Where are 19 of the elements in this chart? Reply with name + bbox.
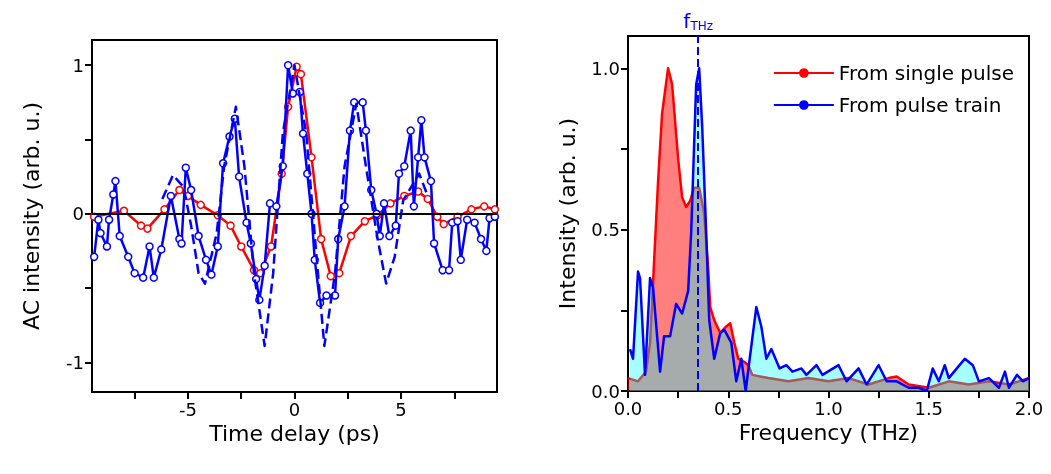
y-tick-label: 0.5 — [591, 219, 620, 241]
y-tick-label: 1.0 — [591, 57, 620, 79]
y-axis-title: AC intensity (arb. u.) — [18, 102, 44, 330]
x-axis-title: Frequency (THz) — [738, 420, 919, 446]
x-tick-label: 0.5 — [713, 397, 743, 419]
y-tick-label: -1 — [66, 351, 84, 373]
x-tick-label: 0 — [288, 398, 301, 420]
y-axis-title: Intensity (arb. u.) — [554, 117, 580, 310]
x-tick-label: 1.5 — [914, 397, 944, 419]
y-tick-label: 0 — [72, 203, 84, 225]
x-tick-label: 1.0 — [814, 397, 843, 419]
legend-label: From single pulse — [838, 61, 1015, 85]
x-tick-label: -5 — [178, 398, 197, 420]
x-tick-label: 5 — [395, 398, 407, 420]
legend-label: From pulse train — [838, 93, 1002, 117]
ref-line-label: fTHz — [683, 9, 714, 33]
y-tick-label: 1 — [72, 54, 84, 76]
x-tick-label: 2.0 — [1014, 397, 1044, 419]
x-axis-title: Time delay (ps) — [208, 421, 380, 447]
